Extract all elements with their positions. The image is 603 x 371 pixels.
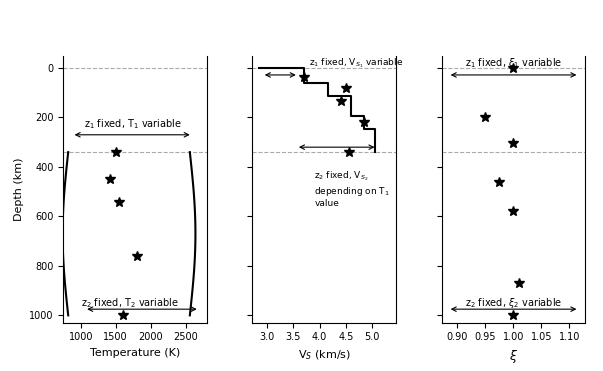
- Y-axis label: Depth (km): Depth (km): [13, 157, 24, 221]
- X-axis label: V$_S$ (km/s): V$_S$ (km/s): [297, 348, 351, 362]
- Text: z$_2$ fixed, $\xi_2$ variable: z$_2$ fixed, $\xi_2$ variable: [465, 296, 562, 311]
- Text: z$_1$ fixed, $\xi_1$ variable: z$_1$ fixed, $\xi_1$ variable: [465, 56, 562, 70]
- Text: z$_2$ fixed, V$_{S_2}$
depending on T$_1$
value: z$_2$ fixed, V$_{S_2}$ depending on T$_1…: [314, 170, 390, 208]
- X-axis label: $\xi$: $\xi$: [509, 348, 518, 365]
- Text: z$_1$ fixed, V$_{S_1}$ variable: z$_1$ fixed, V$_{S_1}$ variable: [309, 57, 403, 70]
- Text: z$_1$ fixed, T$_1$ variable: z$_1$ fixed, T$_1$ variable: [84, 117, 182, 131]
- X-axis label: Temperature (K): Temperature (K): [90, 348, 180, 358]
- Text: z$_2$ fixed, T$_2$ variable: z$_2$ fixed, T$_2$ variable: [81, 296, 178, 310]
